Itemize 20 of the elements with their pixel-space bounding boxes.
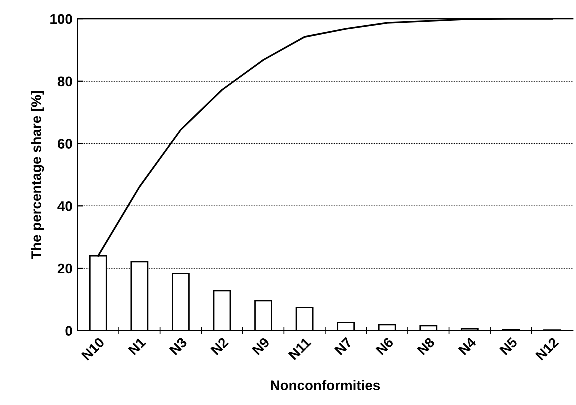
x-tick-label: N10 [81,337,106,362]
x-tick-label: N7 [334,337,353,356]
x-axis-title: Nonconformities [271,380,380,390]
y-tick-label: 0 [66,326,72,336]
x-tick-label: N12 [535,337,560,361]
x-tick-label: N1 [128,337,147,356]
y-tick-label: 80 [58,76,72,87]
y-tick-label: 100 [50,14,72,24]
x-tick-label: N5 [500,337,518,356]
x-tick-label: N11 [288,337,312,360]
x-tick-label: N4 [458,336,477,356]
y-axis-title: The percentage share [%] [31,91,44,260]
x-tick-label: N3 [169,337,188,356]
y-tick-label: 20 [58,264,72,274]
x-tick-label: N8 [417,337,436,356]
y-tick-label: 40 [58,201,72,212]
y-tick-label: 60 [58,139,72,149]
x-tick-label: N9 [252,337,270,356]
x-tick-label: N6 [376,337,394,356]
x-tick-label: N2 [210,337,229,356]
